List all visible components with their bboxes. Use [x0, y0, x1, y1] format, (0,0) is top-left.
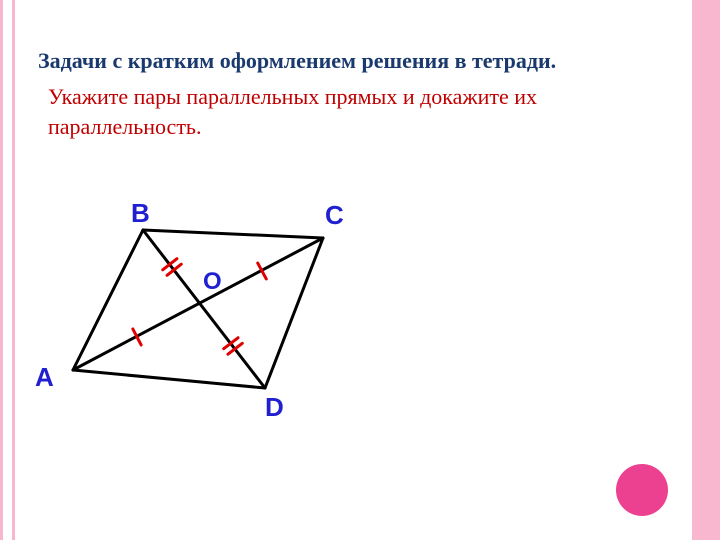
geometry-diagram: ABCDO [53, 200, 373, 420]
vertex-label-a: A [35, 362, 54, 393]
diagram-svg [53, 200, 373, 420]
left-accent-border [12, 0, 15, 540]
vertex-label-b: B [131, 198, 150, 229]
slide: Задачи с кратким оформлением решения в т… [0, 0, 720, 540]
vertex-label-c: C [325, 200, 344, 231]
corner-dot-icon [616, 464, 668, 516]
vertex-label-o: O [203, 268, 222, 296]
slide-subtitle: Укажите пары параллельных прямых и докаж… [48, 82, 628, 141]
slide-title: Задачи с кратким оформлением решения в т… [38, 48, 556, 74]
vertex-label-d: D [265, 392, 284, 423]
